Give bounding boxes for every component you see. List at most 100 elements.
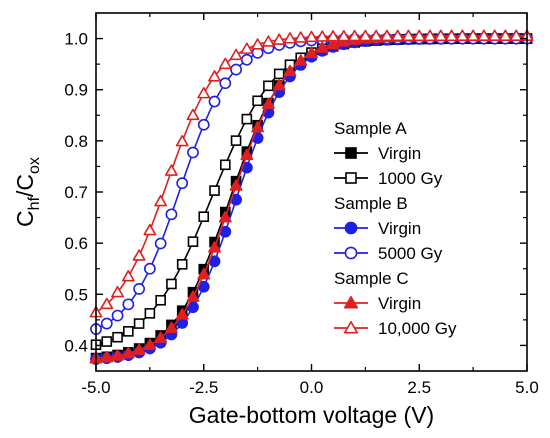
legend-marker: [345, 172, 357, 184]
data-point: [175, 134, 189, 147]
x-tick-label: 2.5: [407, 378, 431, 397]
data-point: [391, 29, 405, 42]
y-axis-title-main: C: [12, 210, 38, 227]
data-point: [100, 297, 114, 310]
data-point: [197, 86, 211, 99]
series-square-open: [90, 33, 533, 351]
data-point: [144, 308, 156, 319]
legend-marker: [344, 246, 358, 260]
data-point: [466, 29, 480, 42]
y-tick-label: 0.4: [64, 336, 88, 355]
data-point: [241, 113, 253, 125]
data-point: [187, 236, 199, 247]
data-point: [176, 177, 189, 190]
series-layer: [89, 29, 534, 365]
data-point: [348, 29, 362, 42]
x-tick-label: -2.5: [189, 378, 218, 397]
data-point: [315, 41, 329, 53]
data-point: [294, 54, 308, 66]
data-point: [283, 64, 297, 77]
data-point: [305, 30, 318, 43]
data-point: [197, 267, 211, 280]
data-point: [273, 68, 285, 80]
data-point: [154, 331, 168, 343]
legend-entry: Virgin: [334, 294, 421, 313]
legend-group-title: Sample A: [334, 119, 407, 138]
data-point: [402, 29, 415, 42]
series-triangle-open: [89, 29, 534, 318]
legend-marker: [343, 320, 359, 334]
x-axis-title: Gate-bottom voltage (V): [189, 402, 434, 428]
data-point: [166, 278, 177, 290]
y-axis-title-slash: /C: [12, 174, 38, 197]
data-point: [294, 31, 308, 43]
x-tick-label: 0.0: [300, 378, 324, 397]
data-point: [121, 346, 135, 359]
data-point: [229, 48, 243, 61]
data-point: [101, 336, 113, 347]
data-point: [218, 210, 232, 223]
data-point: [230, 135, 242, 146]
data-point: [218, 57, 232, 70]
x-tick-label: -5.0: [81, 378, 110, 397]
data-point: [143, 223, 157, 236]
data-point: [220, 159, 231, 171]
data-point: [219, 77, 232, 90]
data-point: [111, 349, 124, 361]
plot-frame: [95, 12, 528, 372]
data-point: [100, 317, 113, 330]
data-point: [122, 298, 135, 311]
legend-label: Virgin: [378, 219, 421, 238]
data-point: [229, 179, 243, 191]
axis-tick-labels: -5.0 -2.5 0.0 2.5 5.0 0.4 0.5 0.6 0.7 0.8 0.9 1.0: [64, 30, 538, 397]
axis-ticks: [95, 13, 528, 371]
data-point: [176, 259, 188, 270]
data-point: [175, 308, 189, 320]
data-point: [165, 164, 178, 176]
data-point: [123, 326, 134, 337]
legend-marker: [345, 147, 357, 159]
data-point: [111, 285, 124, 298]
data-point: [337, 29, 351, 42]
data-point: [165, 321, 178, 334]
data-point: [380, 29, 394, 42]
legend-group-title: Sample B: [334, 194, 408, 213]
legend-marker: [343, 295, 359, 309]
data-point: [445, 29, 459, 42]
x-tick-label: 5.0: [515, 378, 539, 397]
data-point: [100, 350, 114, 363]
data-point: [132, 249, 146, 261]
series-circle-open: [90, 32, 533, 335]
data-point: [434, 29, 448, 42]
data-point: [240, 42, 254, 54]
data-point: [455, 29, 469, 42]
data-point: [154, 194, 168, 207]
data-point: [358, 29, 372, 42]
data-point: [197, 118, 210, 131]
data-point: [132, 343, 146, 355]
data-point: [111, 309, 124, 322]
series-line: [95, 35, 527, 314]
data-point: [143, 338, 157, 350]
legend-label: 1000 Gy: [378, 169, 443, 188]
data-point: [488, 29, 502, 42]
legend-group-title: Sample C: [334, 269, 409, 288]
data-point: [251, 38, 265, 50]
y-tick-label: 0.8: [64, 132, 88, 151]
data-point: [133, 283, 145, 295]
data-point: [412, 29, 426, 42]
data-point: [165, 208, 178, 221]
legend-entry: 1000 Gy: [334, 169, 443, 188]
data-point: [477, 29, 491, 42]
series-circle-filled: [90, 32, 533, 365]
data-point: [155, 294, 166, 306]
legend-label: 5000 Gy: [378, 244, 443, 263]
y-tick-label: 0.9: [64, 81, 88, 100]
y-tick-label: 0.7: [64, 183, 88, 202]
data-point: [186, 108, 200, 121]
data-point: [326, 30, 340, 42]
legend-label: Virgin: [378, 144, 421, 163]
legend-entry: 10,000 Gy: [334, 319, 457, 338]
y-tick-label: 0.5: [64, 285, 88, 304]
y-tick-label: 0.6: [64, 234, 88, 253]
